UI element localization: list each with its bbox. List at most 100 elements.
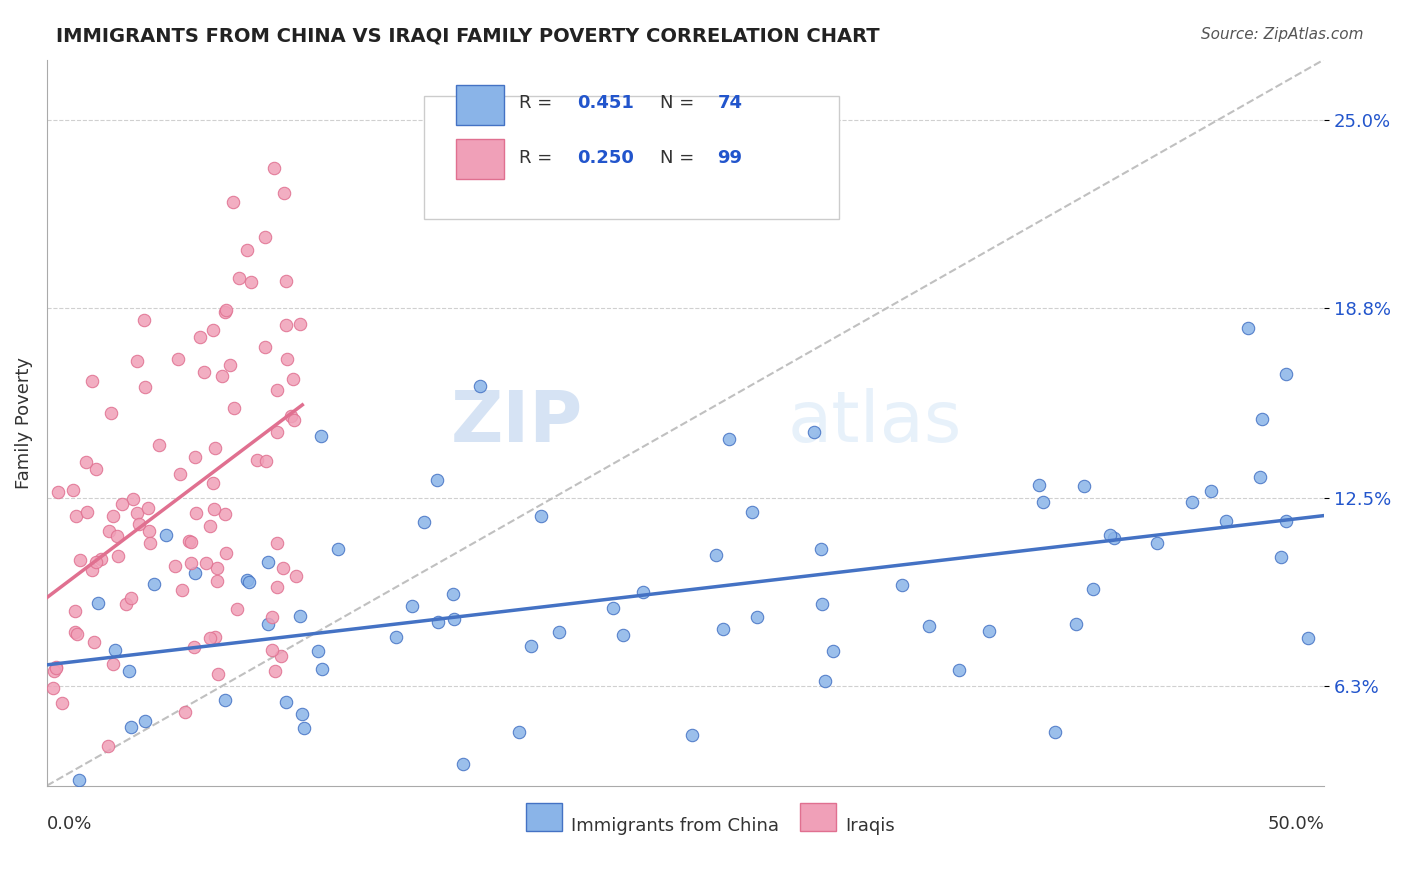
Point: [266, 536, 288, 550]
Point: [236, 573, 259, 587]
Point: [114, 597, 136, 611]
Text: 50.0%: 50.0%: [1267, 814, 1324, 832]
Point: [202, 502, 225, 516]
Text: R =: R =: [519, 95, 558, 112]
Point: [253, 230, 276, 244]
Point: [186, 506, 208, 520]
Point: [219, 358, 242, 372]
Point: [266, 580, 288, 594]
Point: [288, 609, 311, 624]
Point: [814, 673, 837, 688]
Point: [530, 508, 553, 523]
Point: [62, 483, 84, 498]
Point: [215, 546, 238, 560]
Point: [180, 556, 202, 570]
Point: [214, 305, 236, 319]
Point: [142, 577, 165, 591]
Text: N =: N =: [659, 149, 700, 167]
Point: [42, 681, 65, 696]
Point: [205, 560, 228, 574]
Point: [276, 351, 298, 366]
Point: [173, 705, 195, 719]
Point: [256, 555, 278, 569]
Point: [443, 612, 465, 626]
Point: [276, 318, 298, 332]
Point: [284, 569, 307, 583]
Point: [120, 720, 142, 734]
Point: [105, 528, 128, 542]
Text: ZIP: ZIP: [451, 388, 583, 457]
Point: [82, 374, 104, 388]
Text: R =: R =: [519, 149, 558, 167]
Point: [260, 643, 283, 657]
Point: [451, 757, 474, 772]
Text: 0.0%: 0.0%: [46, 814, 93, 832]
Point: [427, 615, 450, 630]
Point: [1215, 515, 1237, 529]
Bar: [456, 85, 505, 125]
Point: [1249, 470, 1271, 484]
Point: [745, 610, 768, 624]
Point: [44, 664, 66, 678]
Point: [69, 553, 91, 567]
Point: [260, 610, 283, 624]
Point: [172, 794, 194, 808]
Point: [239, 275, 262, 289]
Point: [633, 584, 655, 599]
Point: [228, 271, 250, 285]
Point: [385, 630, 408, 644]
FancyBboxPatch shape: [423, 96, 839, 219]
Point: [291, 706, 314, 721]
Point: [263, 161, 285, 175]
Point: [183, 566, 205, 581]
Point: [266, 383, 288, 397]
Point: [120, 591, 142, 605]
Point: [307, 644, 329, 658]
Point: [1181, 495, 1204, 509]
Point: [948, 663, 970, 677]
Text: IMMIGRANTS FROM CHINA VS IRAQI FAMILY POVERTY CORRELATION CHART: IMMIGRANTS FROM CHINA VS IRAQI FAMILY PO…: [56, 27, 880, 45]
Point: [90, 552, 112, 566]
Point: [977, 624, 1000, 638]
Point: [100, 406, 122, 420]
Point: [711, 623, 734, 637]
Point: [681, 728, 703, 742]
Point: [264, 664, 287, 678]
Point: [266, 425, 288, 439]
Point: [612, 628, 634, 642]
Point: [311, 662, 333, 676]
Point: [138, 524, 160, 538]
Text: 0.250: 0.250: [576, 149, 634, 167]
Bar: [526, 803, 561, 830]
Point: [1081, 582, 1104, 596]
Point: [270, 648, 292, 663]
Point: [821, 644, 844, 658]
Point: [165, 559, 187, 574]
Point: [66, 626, 89, 640]
Point: [602, 601, 624, 615]
Point: [273, 186, 295, 200]
Point: [426, 473, 449, 487]
Point: [1098, 528, 1121, 542]
Text: atlas: atlas: [787, 388, 962, 457]
Text: Iraqis: Iraqis: [845, 816, 894, 835]
Point: [1251, 411, 1274, 425]
Bar: [456, 139, 505, 179]
Bar: [800, 803, 837, 830]
Point: [328, 541, 350, 556]
Point: [254, 340, 277, 354]
Point: [202, 475, 225, 490]
Point: [827, 794, 849, 808]
Point: [170, 582, 193, 597]
Point: [128, 516, 150, 531]
Point: [76, 505, 98, 519]
Point: [127, 506, 149, 520]
Point: [200, 519, 222, 533]
Point: [1104, 531, 1126, 545]
Point: [125, 353, 148, 368]
Point: [166, 351, 188, 366]
Point: [236, 243, 259, 257]
Point: [704, 548, 727, 562]
Point: [214, 507, 236, 521]
Point: [803, 425, 825, 440]
